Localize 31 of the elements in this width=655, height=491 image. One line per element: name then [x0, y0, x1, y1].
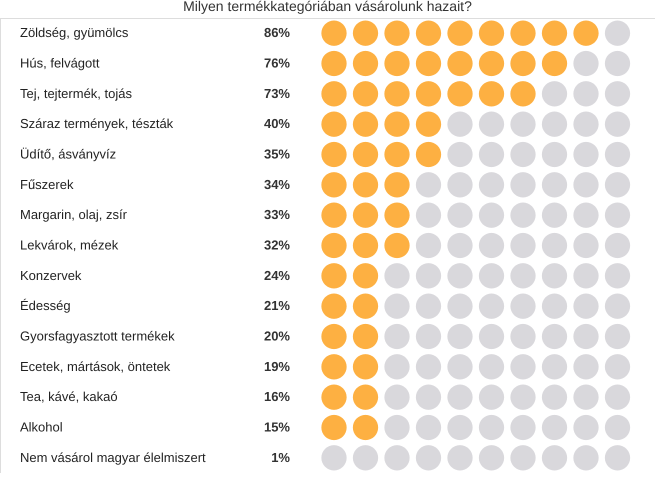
data-label: 40%	[264, 116, 290, 132]
category-label: Édesség	[20, 298, 71, 314]
data-label: 32%	[264, 238, 290, 252]
data-label: 21%	[264, 298, 290, 314]
category-label: Margarin, olaj, zsír	[20, 207, 128, 222]
data-label: 19%	[264, 358, 290, 374]
category-label: Tej, tejtermék, tojás	[20, 86, 132, 101]
category-label: Fűszerek	[20, 176, 74, 192]
data-label: 33%	[264, 207, 290, 222]
data-label: 15%	[264, 420, 290, 434]
data-label: 73%	[264, 86, 290, 101]
data-label: 76%	[264, 56, 290, 70]
data-label: 34%	[264, 176, 290, 192]
category-label: Alkohol	[20, 420, 63, 434]
category-label: Ecetek, mártások, öntetek	[20, 358, 171, 374]
data-label: 1%	[271, 450, 290, 465]
category-label: Lekvárok, mézek	[20, 238, 119, 252]
category-label: Hús, felvágott	[20, 56, 100, 70]
category-label: Zöldség, gyümölcs	[20, 25, 129, 40]
data-label: 86%	[264, 25, 290, 40]
category-label: Gyorsfagyasztott termékek	[20, 328, 176, 344]
data-label: 16%	[264, 389, 290, 404]
category-label: Konzervek	[20, 268, 82, 283]
data-label: 24%	[264, 268, 290, 283]
data-label: 35%	[264, 146, 290, 162]
text: Milyen termékkategóriában vásárolunk hazait?	[183, 0, 472, 14]
category-label: Nem vásárol magyar élelmiszert	[20, 450, 206, 465]
category-label: Száraz termények, tészták	[20, 116, 174, 132]
category-label: Üdítő, ásványvíz	[20, 146, 116, 162]
category-label: Tea, kávé, kakaó	[20, 389, 118, 404]
data-label: 20%	[264, 328, 290, 344]
